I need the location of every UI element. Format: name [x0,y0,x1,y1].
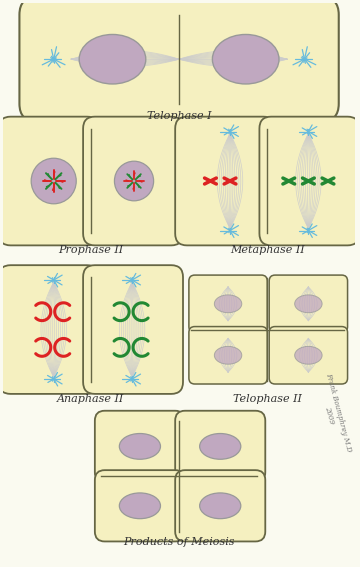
FancyBboxPatch shape [95,470,185,541]
FancyBboxPatch shape [83,265,183,394]
Ellipse shape [200,434,241,459]
FancyBboxPatch shape [95,411,185,482]
FancyBboxPatch shape [269,275,347,332]
FancyBboxPatch shape [189,275,267,332]
FancyBboxPatch shape [269,327,347,384]
Ellipse shape [212,35,279,84]
Text: Products of Meiosis: Products of Meiosis [123,538,235,548]
FancyBboxPatch shape [175,470,265,541]
Text: Telophase II: Telophase II [233,394,302,404]
FancyBboxPatch shape [19,0,339,121]
Ellipse shape [114,161,154,201]
FancyBboxPatch shape [0,265,99,394]
Ellipse shape [295,346,322,364]
FancyBboxPatch shape [83,117,183,246]
Ellipse shape [295,295,322,313]
FancyBboxPatch shape [0,117,99,246]
FancyBboxPatch shape [175,117,275,246]
Ellipse shape [119,493,161,519]
FancyBboxPatch shape [260,117,359,246]
Ellipse shape [214,295,242,313]
Ellipse shape [79,35,146,84]
Ellipse shape [200,493,241,519]
Ellipse shape [119,434,161,459]
Text: Prophase II: Prophase II [58,246,123,255]
Text: Telophase I: Telophase I [147,111,211,121]
Text: Metaphase II: Metaphase II [230,246,305,255]
Text: Frank Boumphrey M.D
2009: Frank Boumphrey M.D 2009 [315,372,353,455]
Text: Anaphase II: Anaphase II [57,394,125,404]
Ellipse shape [214,346,242,364]
Ellipse shape [31,158,76,204]
FancyBboxPatch shape [175,411,265,482]
FancyBboxPatch shape [189,327,267,384]
